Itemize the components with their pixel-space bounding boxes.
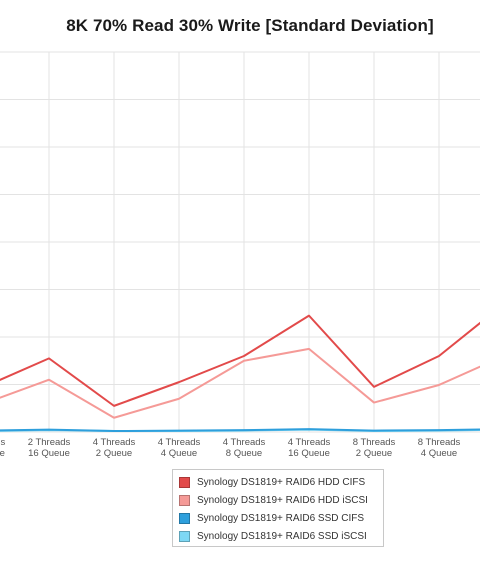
x-tick-label: 8 Threads	[418, 437, 461, 448]
grid	[0, 51, 480, 433]
legend-label: Synology DS1819+ RAID6 HDD CIFS	[197, 476, 366, 488]
x-tick-label: 4 Threads	[223, 437, 266, 448]
legend-swatch	[179, 530, 190, 542]
legend: Synology DS1819+ RAID6 HDD CIFS Synology …	[172, 469, 384, 547]
legend-swatch	[179, 476, 190, 488]
x-tick-label: 16 Queue	[288, 448, 330, 459]
legend-item[interactable]: Synology DS1819+ RAID6 SSD CIFS	[179, 509, 383, 527]
x-tick-label: 1 Threads	[0, 437, 6, 448]
legend-item[interactable]: Synology DS1819+ RAID6 HDD CIFS	[179, 473, 383, 491]
legend-swatch	[179, 494, 190, 506]
legend-swatch	[179, 512, 190, 524]
series-line-2	[0, 347, 480, 419]
x-tick-label: 8 Threads	[353, 437, 396, 448]
chart-title: 8K 70% Read 30% Write [Standard Deviatio…	[66, 16, 434, 35]
series-line-1	[0, 314, 480, 407]
series-line-3	[0, 428, 480, 433]
x-tick-label: 4 Queue	[421, 448, 457, 459]
x-tick-label: 4 Threads	[93, 437, 136, 448]
legend-label: Synology DS1819+ RAID6 SSD iSCSI	[197, 530, 367, 542]
x-tick-label: 8 Queue	[226, 448, 262, 459]
x-tick-label: 4 Threads	[158, 437, 201, 448]
x-tick-label: 16 Queue	[28, 448, 70, 459]
x-tick-label: 4 Threads	[288, 437, 331, 448]
x-tick-label: 16 Queue	[0, 448, 5, 459]
x-tick-label: 2 Queue	[96, 448, 132, 459]
series-lines	[0, 314, 480, 433]
x-tick-label: 4 Queue	[161, 448, 197, 459]
x-tick-label: 2 Threads	[28, 437, 71, 448]
x-tick-label: 2 Queue	[356, 448, 392, 459]
legend-label: Synology DS1819+ RAID6 SSD CIFS	[197, 512, 365, 524]
legend-label: Synology DS1819+ RAID6 HDD iSCSI	[197, 494, 368, 506]
legend-item[interactable]: Synology DS1819+ RAID6 SSD iSCSI	[179, 527, 383, 545]
legend-item[interactable]: Synology DS1819+ RAID6 HDD iSCSI	[179, 491, 383, 509]
